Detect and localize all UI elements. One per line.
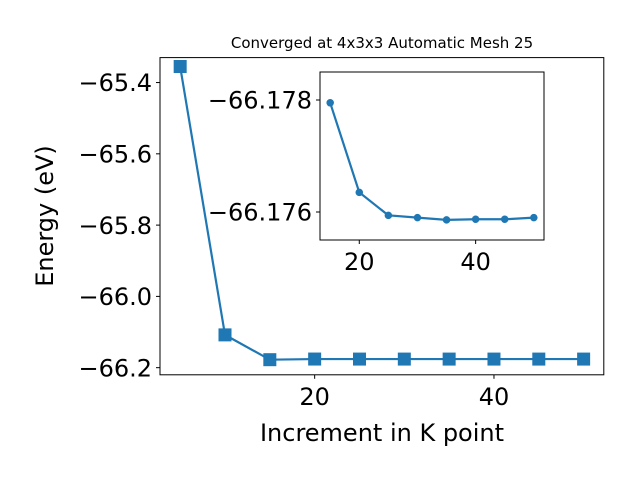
main-data-point [352, 352, 366, 366]
inset-series-energy [326, 99, 538, 224]
main-plot-frame [159, 57, 605, 376]
y-axis-label: Energy (eV) [31, 145, 59, 287]
main-data-point [487, 352, 501, 366]
inset-data-point [413, 213, 422, 222]
inset-data-point [442, 216, 451, 224]
chart-title: Converged at 4x3x3 Automatic Mesh 25 [231, 34, 533, 52]
main-y-axis-ticks: −65.4 −65.6 −65.8 −66.0 −66.2 [78, 69, 160, 382]
main-series-line [179, 66, 584, 361]
main-data-point [173, 60, 187, 74]
main-series-energy [173, 60, 591, 367]
main-data-point [397, 352, 411, 366]
inset-data-point [326, 99, 334, 107]
main-y-tick-label: −65.4 [78, 69, 152, 97]
main-y-tick-label: −66.2 [78, 354, 152, 382]
main-y-tick-label: −65.6 [78, 140, 152, 168]
inset-y-tick-label: −66.178 [208, 87, 312, 115]
inset-y-axis-ticks: −66.178 −66.176 [208, 87, 320, 227]
main-x-tick-label: 40 [479, 383, 510, 411]
inset-series-line [329, 102, 534, 221]
inset-data-point [530, 213, 538, 222]
inset-data-point [384, 211, 393, 220]
main-x-axis-ticks: 20 40 [299, 374, 510, 411]
main-y-tick-label: −66.0 [78, 283, 152, 311]
main-data-point [263, 353, 277, 367]
inset-y-tick-label: −66.176 [208, 199, 312, 227]
inset-x-axis-ticks: 20 40 [344, 240, 491, 276]
inset-data-point [471, 215, 480, 224]
inset-data-point [355, 188, 364, 197]
main-x-tick-label: 20 [299, 383, 330, 411]
x-axis-label: Increment in K point [260, 419, 504, 447]
main-y-tick-label: −65.8 [78, 212, 152, 240]
main-data-point [218, 328, 232, 342]
main-data-point [577, 352, 591, 366]
main-data-point [308, 352, 322, 366]
inset-data-point [500, 215, 509, 224]
main-data-point [532, 352, 546, 366]
inset-x-tick-label: 40 [460, 248, 491, 276]
main-data-point [442, 352, 456, 366]
inset-x-tick-label: 20 [344, 248, 375, 276]
inset-plot-frame [319, 71, 545, 241]
